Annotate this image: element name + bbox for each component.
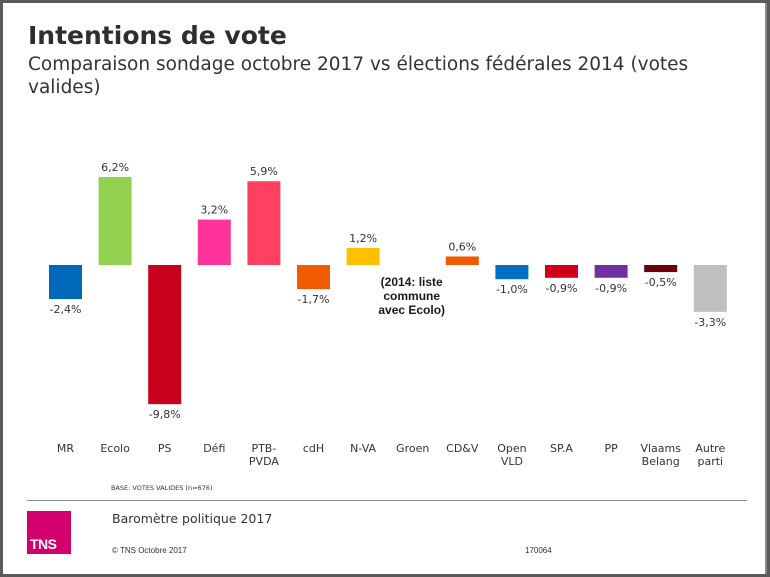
category-label-cdh: cdH: [303, 442, 324, 455]
tns-logo-text: TNS: [30, 536, 57, 552]
value-label-sp-a: -0,9%: [546, 282, 578, 295]
category-label-autre-parti: Autre: [695, 442, 725, 455]
copyright: © TNS Octobre 2017: [112, 546, 187, 555]
category-label-open-vld: VLD: [501, 455, 523, 468]
value-label-ptb-pvda: 5,9%: [250, 165, 278, 178]
category-label-n-va: N-VA: [350, 442, 376, 455]
bar-ptb-pvda: [247, 181, 281, 265]
bar-ps: [148, 265, 182, 405]
report-code: 170064: [525, 546, 552, 555]
category-label-autre-parti: parti: [697, 455, 723, 468]
bar-n-va: [346, 247, 380, 265]
value-label-ecolo: 6,2%: [101, 161, 129, 174]
value-label-d-fi: 3,2%: [200, 204, 228, 217]
bar-pp: [594, 265, 628, 278]
category-label-ptb-pvda: PTB-: [251, 442, 276, 455]
value-label-n-va: 1,2%: [349, 232, 377, 245]
category-label-ps: PS: [158, 442, 172, 455]
footer-title: Baromètre politique 2017: [112, 511, 273, 526]
category-label-ptb-pvda: PVDA: [249, 455, 279, 468]
bar-cdh: [297, 265, 330, 290]
category-label-d-fi: Défi: [203, 442, 225, 455]
base-note: BASE: VOTES VALIDES (n=676): [111, 484, 213, 492]
category-label-sp-a: SP.A: [550, 442, 573, 455]
value-label-autre-parti: -3,3%: [694, 316, 726, 329]
value-label-cd-v: 0,6%: [448, 240, 476, 253]
bar-ecolo: [98, 176, 132, 265]
bar-autre-parti: [693, 265, 727, 312]
page-title: Intentions de vote: [28, 21, 287, 50]
value-label-ps: -9,8%: [149, 408, 181, 421]
value-label-open-vld: -1,0%: [496, 283, 528, 296]
value-label-vlaams-belang: -0,5%: [645, 276, 677, 289]
category-label-pp: PP: [604, 442, 618, 455]
annotation-groen: avec Ecolo): [378, 303, 445, 317]
value-label-mr: -2,4%: [50, 303, 82, 316]
category-label-open-vld: Open: [497, 442, 526, 455]
footer-divider: [27, 500, 747, 501]
category-label-ecolo: Ecolo: [100, 442, 130, 455]
bar-vlaams-belang: [644, 265, 678, 273]
bar-open-vld: [495, 265, 529, 280]
bar-mr: [49, 265, 82, 300]
category-label-groen: Groen: [396, 442, 429, 455]
category-label-vlaams-belang: Vlaams: [640, 442, 681, 455]
category-label-cd-v: CD&V: [446, 442, 479, 455]
annotation-groen: commune: [383, 289, 440, 303]
tns-logo: TNS: [27, 511, 71, 554]
bar-d-fi: [197, 219, 231, 265]
bar-cd-v: [445, 256, 479, 265]
value-label-pp: -0,9%: [595, 282, 627, 295]
annotation-groen: (2014: liste: [381, 275, 443, 289]
bar-sp-a: [545, 265, 578, 278]
slide: Intentions de vote Comparaison sondage o…: [3, 3, 767, 574]
page-subtitle: Comparaison sondage octobre 2017 vs élec…: [28, 54, 689, 98]
category-label-vlaams-belang: Belang: [642, 455, 680, 468]
value-label-cdh: -1,7%: [298, 293, 330, 306]
category-label-mr: MR: [57, 442, 74, 455]
